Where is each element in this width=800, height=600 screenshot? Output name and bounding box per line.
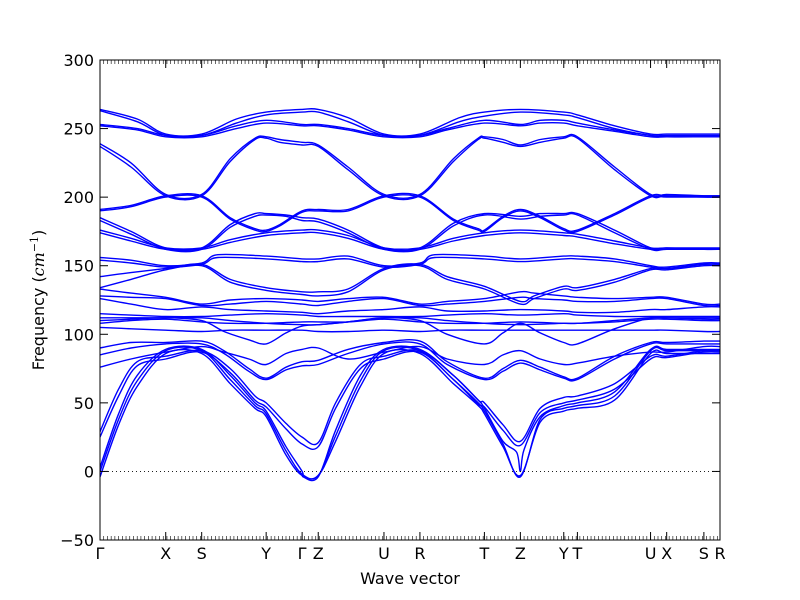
x-tick-label: X [661, 544, 672, 563]
band-line-0 [100, 107, 720, 137]
band-line-14 [100, 263, 720, 303]
band-line-22 [100, 318, 720, 325]
band-line-27 [100, 349, 720, 446]
x-tick-label: S [197, 544, 207, 563]
y-axis-label-unit: cm [29, 252, 48, 276]
band-line-5 [100, 134, 720, 201]
band-line-9 [100, 212, 720, 253]
y-axis-label-main: Frequency ( [29, 276, 48, 370]
y-tick-label: 0 [84, 462, 94, 481]
x-tick-label: Γ [298, 544, 307, 563]
band-line-7 [100, 194, 720, 234]
band-line-17 [100, 295, 720, 307]
band-line-25 [100, 341, 720, 382]
band-line-26 [100, 345, 720, 368]
band-line-11 [100, 231, 720, 252]
y-tick-label: −50 [60, 531, 94, 550]
band-line-30 [100, 346, 720, 480]
x-tick-label: T [479, 544, 490, 563]
plot-background [100, 60, 720, 540]
band-line-29 [100, 345, 720, 482]
x-tick-label: S [699, 544, 709, 563]
x-tick-label: U [645, 544, 657, 563]
x-tick-label: R [414, 544, 425, 563]
x-tick-label: Γ [96, 544, 105, 563]
band-line-21 [100, 316, 720, 346]
band-line-15 [100, 264, 720, 306]
y-tick-label: 100 [63, 325, 94, 344]
x-tick-label: T [572, 544, 583, 563]
band-line-4 [100, 133, 720, 200]
y-axis-label-exponent: −1 [28, 236, 41, 252]
x-tick-label: Y [260, 544, 271, 563]
y-tick-label: 250 [63, 120, 94, 139]
minor-x-ticks [99, 60, 718, 540]
band-line-2 [100, 119, 720, 138]
x-tick-label: R [714, 544, 725, 563]
x-tick-label: Z [515, 544, 526, 563]
band-line-6 [100, 192, 720, 233]
x-tick-label: X [160, 544, 171, 563]
y-tick-label: 200 [63, 188, 94, 207]
x-axis-label: Wave vector [360, 569, 460, 588]
band-line-18 [100, 297, 720, 315]
band-line-31 [100, 348, 720, 480]
y-tick-label: 50 [74, 394, 94, 413]
band-line-16 [100, 288, 720, 306]
y-axis-label-close: ) [29, 230, 48, 236]
x-tick-label: Y [558, 544, 569, 563]
x-tick-label: Z [313, 544, 324, 563]
y-tick-label: 150 [63, 257, 94, 276]
y-tick-label: 300 [63, 51, 94, 70]
band-line-3 [100, 122, 720, 139]
band-line-10 [100, 228, 720, 250]
y-axis-label: Frequency (cm−1) [28, 230, 48, 371]
plot-frame [99, 59, 721, 541]
band-line-12 [100, 253, 720, 268]
y-axis-ticks: −50 0 50 100 150 200 250 300 [60, 51, 720, 550]
band-line-23 [100, 326, 720, 333]
band-lines [100, 107, 720, 482]
x-tick-label: U [378, 544, 390, 563]
band-line-20 [100, 316, 720, 326]
band-line-19 [100, 312, 720, 318]
